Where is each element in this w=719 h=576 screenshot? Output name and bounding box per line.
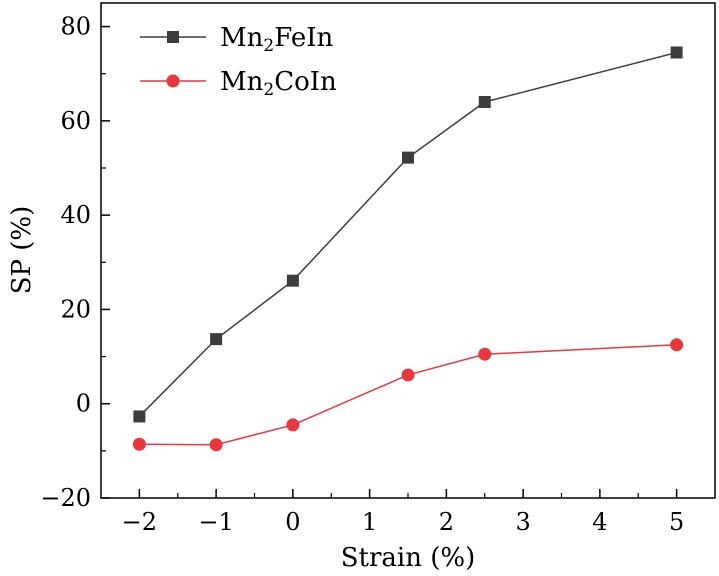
x-tick-label: 5	[669, 508, 684, 536]
data-point	[286, 418, 300, 432]
series-line-0	[138, 51, 677, 417]
y-tick-label: −20	[40, 484, 91, 512]
data-point	[478, 96, 491, 108]
x-tick-label: 3	[515, 508, 530, 536]
legend-label-1: Mn2CoIn	[220, 67, 337, 100]
x-tick-label: 2	[439, 508, 454, 536]
data-point	[133, 410, 146, 423]
legend-marker-1	[166, 74, 180, 88]
x-tick-label: 4	[592, 508, 607, 536]
y-tick-label: 0	[76, 390, 91, 418]
data-point	[478, 347, 492, 361]
x-axis-label: Strain (%)	[341, 543, 476, 573]
y-tick-label: 80	[60, 13, 91, 41]
data-point	[402, 151, 414, 164]
data-point	[210, 333, 223, 346]
series-layer	[132, 46, 684, 452]
x-tick-label: 1	[362, 508, 377, 536]
legend-marker-0	[167, 31, 179, 43]
legend-label-0: Mn2FeIn	[220, 23, 333, 56]
legend: Mn2FeIn Mn2CoIn	[140, 23, 337, 100]
legend-item-1: Mn2CoIn	[140, 67, 337, 100]
data-point	[132, 437, 146, 451]
x-axis-ticks: −2 −1 0 1 2 3 4 5	[122, 489, 684, 536]
x-tick-label: −1	[198, 508, 233, 536]
data-point	[670, 46, 683, 59]
y-axis-label: SP (%)	[7, 206, 37, 295]
y-axis-ticks: −20 0 20 40 60 80	[40, 13, 110, 512]
series-line-1	[139, 344, 677, 446]
plot-frame	[100, 2, 716, 499]
y-tick-label: 20	[60, 295, 91, 323]
data-point	[670, 338, 684, 352]
legend-item-0: Mn2FeIn	[140, 23, 333, 56]
y-tick-label: 60	[60, 107, 91, 135]
data-point	[286, 274, 299, 287]
y-tick-label: 40	[60, 201, 91, 229]
data-point	[401, 368, 415, 382]
data-point	[209, 438, 223, 452]
x-tick-label: 0	[285, 508, 300, 536]
x-tick-label: −2	[122, 508, 157, 536]
